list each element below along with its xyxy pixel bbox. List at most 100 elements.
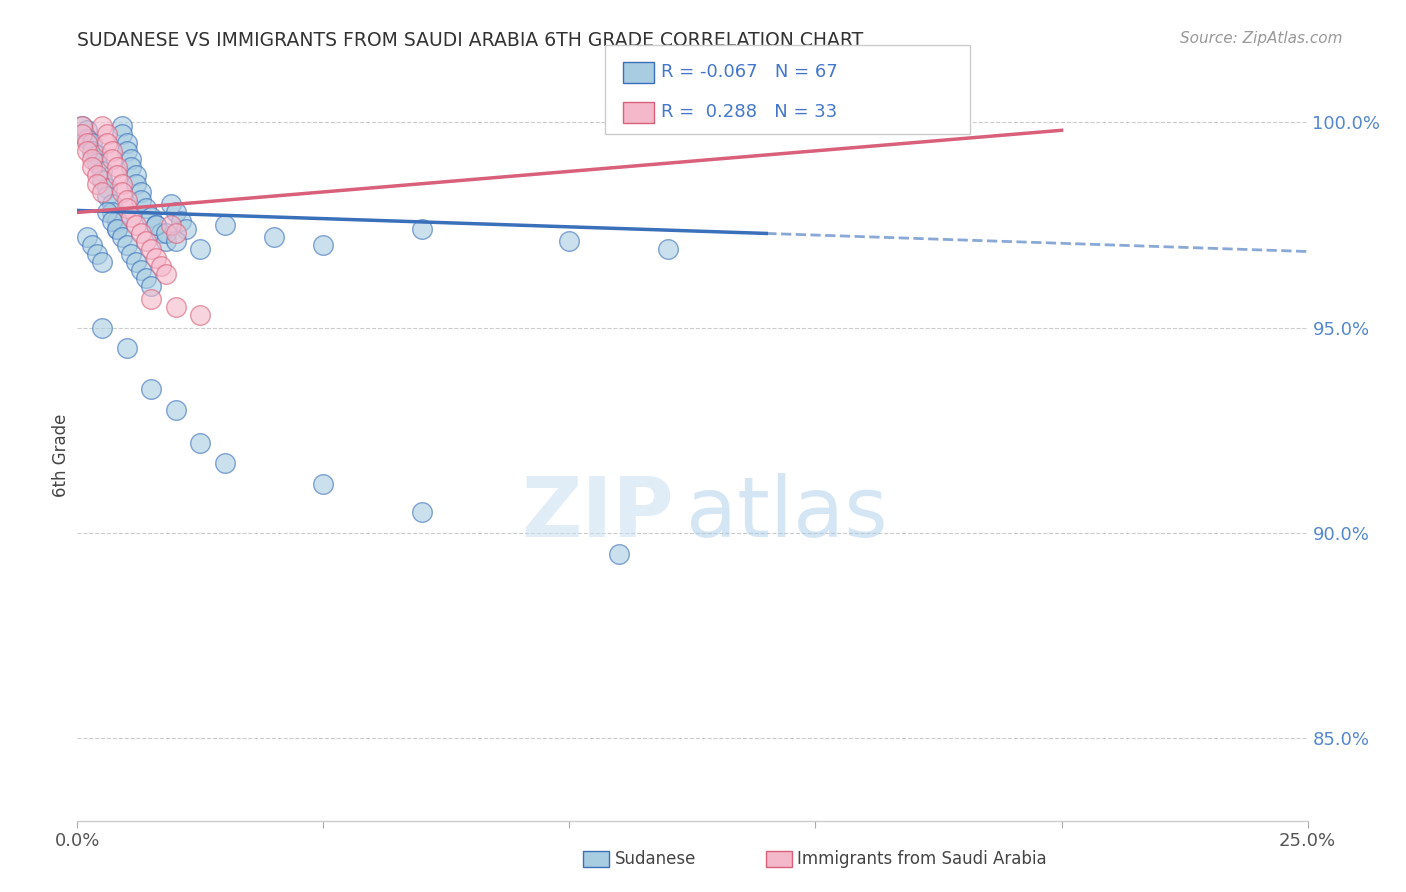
Point: [105, 222, 128, 236]
Point: [411, 222, 433, 236]
Point: [111, 119, 132, 133]
Point: [105, 222, 128, 236]
Point: [141, 292, 163, 306]
Point: [188, 243, 212, 257]
Point: [105, 213, 128, 227]
Point: [82, 152, 104, 166]
Point: [121, 210, 143, 224]
Point: [90, 254, 114, 268]
Point: [115, 341, 138, 355]
Point: [111, 230, 132, 244]
Point: [101, 144, 124, 158]
Text: Sudanese: Sudanese: [614, 850, 696, 868]
Point: [145, 218, 167, 232]
Point: [165, 205, 187, 219]
Point: [82, 144, 104, 158]
Point: [111, 177, 132, 191]
Point: [70, 119, 93, 133]
Point: [174, 222, 197, 236]
Point: [160, 218, 183, 232]
Point: [86, 156, 108, 170]
Point: [70, 119, 93, 133]
Point: [155, 267, 177, 281]
Point: [150, 259, 173, 273]
Text: R = -0.067   N = 67: R = -0.067 N = 67: [661, 63, 838, 81]
Point: [125, 254, 148, 268]
Point: [141, 279, 163, 293]
Point: [165, 226, 187, 240]
Point: [165, 234, 187, 248]
Point: [101, 205, 124, 219]
Point: [607, 547, 630, 561]
Point: [125, 177, 148, 191]
Point: [76, 131, 98, 145]
Point: [150, 226, 173, 240]
Point: [115, 136, 138, 150]
Point: [121, 161, 143, 175]
Point: [214, 456, 236, 470]
Point: [312, 238, 335, 252]
Point: [141, 210, 163, 224]
Point: [101, 152, 124, 166]
Y-axis label: 6th Grade: 6th Grade: [52, 413, 70, 497]
Point: [115, 202, 138, 216]
Point: [96, 205, 118, 219]
Text: R =  0.288   N = 33: R = 0.288 N = 33: [661, 103, 837, 121]
Point: [125, 218, 148, 232]
Point: [115, 144, 138, 158]
Point: [76, 144, 98, 158]
Point: [76, 230, 98, 244]
Point: [115, 238, 138, 252]
Point: [82, 136, 104, 150]
Point: [111, 185, 132, 199]
Point: [214, 218, 236, 232]
Text: Immigrants from Saudi Arabia: Immigrants from Saudi Arabia: [797, 850, 1047, 868]
Point: [145, 251, 167, 265]
Point: [90, 172, 114, 186]
Point: [82, 161, 104, 175]
Point: [657, 243, 679, 257]
Point: [70, 128, 93, 142]
Point: [90, 119, 114, 133]
Point: [135, 202, 157, 216]
Point: [76, 136, 98, 150]
Point: [165, 402, 187, 417]
Point: [105, 169, 128, 183]
Point: [312, 476, 335, 491]
Point: [188, 435, 212, 450]
Point: [86, 169, 108, 183]
Point: [558, 234, 581, 248]
Point: [188, 308, 212, 322]
Point: [101, 213, 124, 227]
Point: [129, 185, 153, 199]
Point: [165, 300, 187, 314]
Point: [135, 271, 157, 285]
Point: [129, 226, 153, 240]
Point: [96, 181, 118, 195]
Text: ZIP: ZIP: [522, 473, 673, 554]
Point: [96, 128, 118, 142]
Point: [155, 226, 177, 240]
Point: [129, 193, 153, 207]
Point: [263, 230, 285, 244]
Point: [101, 197, 124, 211]
Point: [141, 243, 163, 257]
Point: [86, 177, 108, 191]
Point: [411, 505, 433, 519]
Point: [125, 169, 148, 183]
Point: [155, 234, 177, 248]
Text: Source: ZipAtlas.com: Source: ZipAtlas.com: [1180, 31, 1343, 46]
Point: [115, 193, 138, 207]
Point: [170, 213, 193, 227]
Point: [90, 185, 114, 199]
Point: [86, 246, 108, 260]
Point: [145, 218, 167, 232]
Point: [86, 148, 108, 162]
Point: [141, 382, 163, 396]
Point: [121, 246, 143, 260]
Point: [96, 189, 118, 203]
Point: [111, 128, 132, 142]
Point: [105, 161, 128, 175]
Point: [82, 238, 104, 252]
Point: [90, 164, 114, 178]
